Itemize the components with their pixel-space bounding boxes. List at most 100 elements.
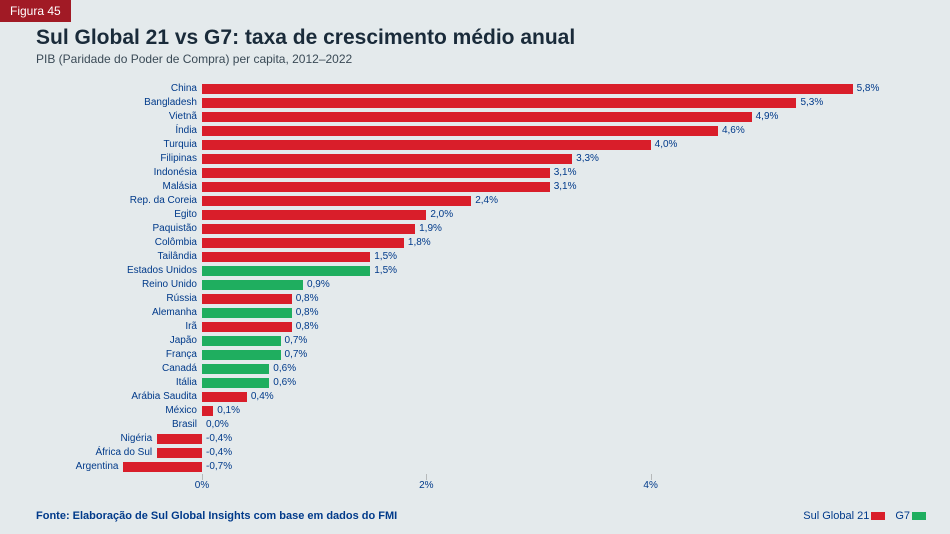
bar-row: Nigéria -0,4% bbox=[0, 432, 950, 446]
value-label: 2,0% bbox=[430, 208, 453, 222]
value-label: 1,5% bbox=[374, 250, 397, 264]
country-label: Arábia Saudita bbox=[131, 390, 197, 404]
bar bbox=[157, 448, 202, 458]
chart-area: 0%2%4%China5,8%Bangladesh5,3%Vietnã4,9%Í… bbox=[0, 78, 950, 488]
bar-row: Canadá0,6% bbox=[0, 362, 950, 376]
country-label: Bangladesh bbox=[144, 96, 197, 110]
bar bbox=[202, 196, 471, 206]
bar-row: Filipinas3,3% bbox=[0, 152, 950, 166]
bar-row: China5,8% bbox=[0, 82, 950, 96]
bar-row: Indonésia3,1% bbox=[0, 166, 950, 180]
bar-row: Irã 0,8% bbox=[0, 320, 950, 334]
legend-item: Sul Global 21 bbox=[803, 510, 885, 522]
bar bbox=[157, 434, 202, 444]
country-label: Paquistão bbox=[153, 222, 197, 236]
country-label: Brasil bbox=[172, 418, 197, 432]
value-label: 1,9% bbox=[419, 222, 442, 236]
country-label: Japão bbox=[170, 334, 197, 348]
value-label: 0,7% bbox=[285, 334, 308, 348]
bar-row: Brasil 0,0% bbox=[0, 418, 950, 432]
value-label: 0,6% bbox=[273, 362, 296, 376]
value-label: 1,5% bbox=[374, 264, 397, 278]
value-label: 2,4% bbox=[475, 194, 498, 208]
value-label: 0,8% bbox=[296, 292, 319, 306]
country-label: Tailândia bbox=[158, 250, 197, 264]
bar-row: Reino Unido0,9% bbox=[0, 278, 950, 292]
bar-row: Colômbia1,8% bbox=[0, 236, 950, 250]
bar-row: Malásia3,1% bbox=[0, 180, 950, 194]
value-label: -0,4% bbox=[206, 432, 232, 446]
bar bbox=[123, 462, 202, 472]
bar bbox=[202, 210, 426, 220]
country-label: Irã bbox=[185, 320, 197, 334]
bar-row: Alemanha 0,8% bbox=[0, 306, 950, 320]
bar-row: Rússia0,8% bbox=[0, 292, 950, 306]
bar bbox=[202, 252, 370, 262]
bar bbox=[202, 266, 370, 276]
value-label: 0,6% bbox=[273, 376, 296, 390]
bar-row: Arábia Saudita 0,4% bbox=[0, 390, 950, 404]
bar-row: México0,1% bbox=[0, 404, 950, 418]
legend-item: G7 bbox=[895, 510, 926, 522]
legend-swatch bbox=[912, 512, 926, 520]
bar bbox=[202, 112, 752, 122]
chart-footer: Fonte: Elaboração de Sul Global Insights… bbox=[36, 510, 926, 522]
bar-row: Turquia4,0% bbox=[0, 138, 950, 152]
value-label: 0,1% bbox=[217, 404, 240, 418]
bar bbox=[202, 308, 292, 318]
country-label: Itália bbox=[176, 376, 197, 390]
figure-tag: Figura 45 bbox=[0, 0, 71, 22]
value-label: -0,7% bbox=[206, 460, 232, 474]
bar-row: África do Sul-0,4% bbox=[0, 446, 950, 460]
country-label: Filipinas bbox=[160, 152, 197, 166]
value-label: 0,0% bbox=[206, 418, 229, 432]
bar-row: Estados Unidos1,5% bbox=[0, 264, 950, 278]
country-label: Egito bbox=[174, 208, 197, 222]
bar bbox=[202, 182, 550, 192]
x-tick-label: 2% bbox=[419, 480, 433, 491]
x-tick-label: 4% bbox=[643, 480, 657, 491]
value-label: 0,8% bbox=[296, 306, 319, 320]
value-label: 5,3% bbox=[800, 96, 823, 110]
bar bbox=[202, 336, 281, 346]
country-label: Reino Unido bbox=[142, 278, 197, 292]
source-text: Fonte: Elaboração de Sul Global Insights… bbox=[36, 510, 397, 522]
bar bbox=[202, 378, 269, 388]
value-label: 0,8% bbox=[296, 320, 319, 334]
x-tick-label: 0% bbox=[195, 480, 209, 491]
bar bbox=[202, 224, 415, 234]
bar bbox=[202, 392, 247, 402]
value-label: 3,1% bbox=[554, 180, 577, 194]
bar bbox=[202, 154, 572, 164]
country-label: Indonésia bbox=[154, 166, 197, 180]
bar-row: Bangladesh 5,3% bbox=[0, 96, 950, 110]
bar bbox=[202, 238, 404, 248]
bar bbox=[202, 294, 292, 304]
title-block: Sul Global 21 vs G7: taxa de crescimento… bbox=[36, 26, 575, 66]
value-label: 1,8% bbox=[408, 236, 431, 250]
bar bbox=[202, 168, 550, 178]
bar bbox=[202, 280, 303, 290]
country-label: Rep. da Coreia bbox=[130, 194, 197, 208]
country-label: China bbox=[171, 82, 197, 96]
country-label: Índia bbox=[175, 124, 197, 138]
legend: Sul Global 21 G7 bbox=[803, 510, 926, 522]
country-label: Alemanha bbox=[152, 306, 197, 320]
bar bbox=[202, 140, 651, 150]
bar bbox=[202, 126, 718, 136]
bar-row: Itália 0,6% bbox=[0, 376, 950, 390]
bar-row: Paquistão 1,9% bbox=[0, 222, 950, 236]
country-label: Vietnã bbox=[169, 110, 197, 124]
country-label: França bbox=[166, 348, 197, 362]
chart-subtitle: PIB (Paridade do Poder de Compra) per ca… bbox=[36, 52, 575, 66]
chart-title: Sul Global 21 vs G7: taxa de crescimento… bbox=[36, 26, 575, 50]
value-label: 0,4% bbox=[251, 390, 274, 404]
country-label: Nigéria bbox=[120, 432, 152, 446]
bar bbox=[202, 364, 269, 374]
value-label: 4,6% bbox=[722, 124, 745, 138]
bar bbox=[202, 98, 796, 108]
bar-row: Argentina-0,7% bbox=[0, 460, 950, 474]
bar bbox=[202, 322, 292, 332]
bar-row: Egito 2,0% bbox=[0, 208, 950, 222]
bar-row: Índia 4,6% bbox=[0, 124, 950, 138]
